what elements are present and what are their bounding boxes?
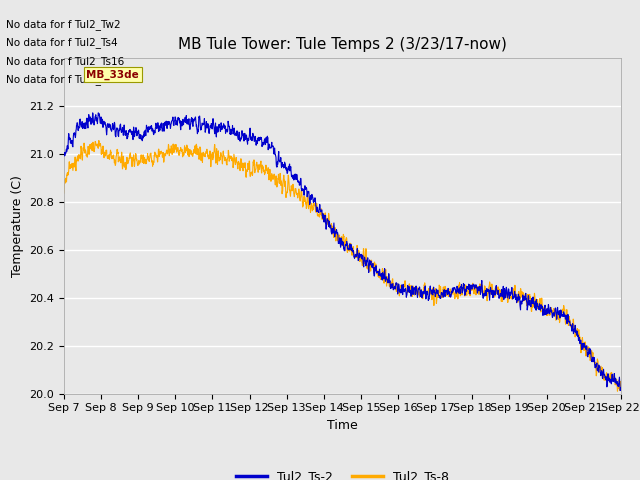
Text: No data for f Tul2_Ts4: No data for f Tul2_Ts4 bbox=[6, 37, 118, 48]
X-axis label: Time: Time bbox=[327, 419, 358, 432]
Text: MB_33de: MB_33de bbox=[86, 70, 139, 80]
Title: MB Tule Tower: Tule Temps 2 (3/23/17-now): MB Tule Tower: Tule Temps 2 (3/23/17-now… bbox=[178, 37, 507, 52]
Text: No data for f Tul2_Ts16: No data for f Tul2_Ts16 bbox=[6, 56, 125, 67]
Text: No data for f Tul2_Ts32: No data for f Tul2_Ts32 bbox=[6, 74, 125, 85]
Y-axis label: Temperature (C): Temperature (C) bbox=[11, 175, 24, 276]
Legend: Tul2_Ts-2, Tul2_Ts-8: Tul2_Ts-2, Tul2_Ts-8 bbox=[231, 465, 454, 480]
Text: No data for f Tul2_Tw2: No data for f Tul2_Tw2 bbox=[6, 19, 121, 30]
